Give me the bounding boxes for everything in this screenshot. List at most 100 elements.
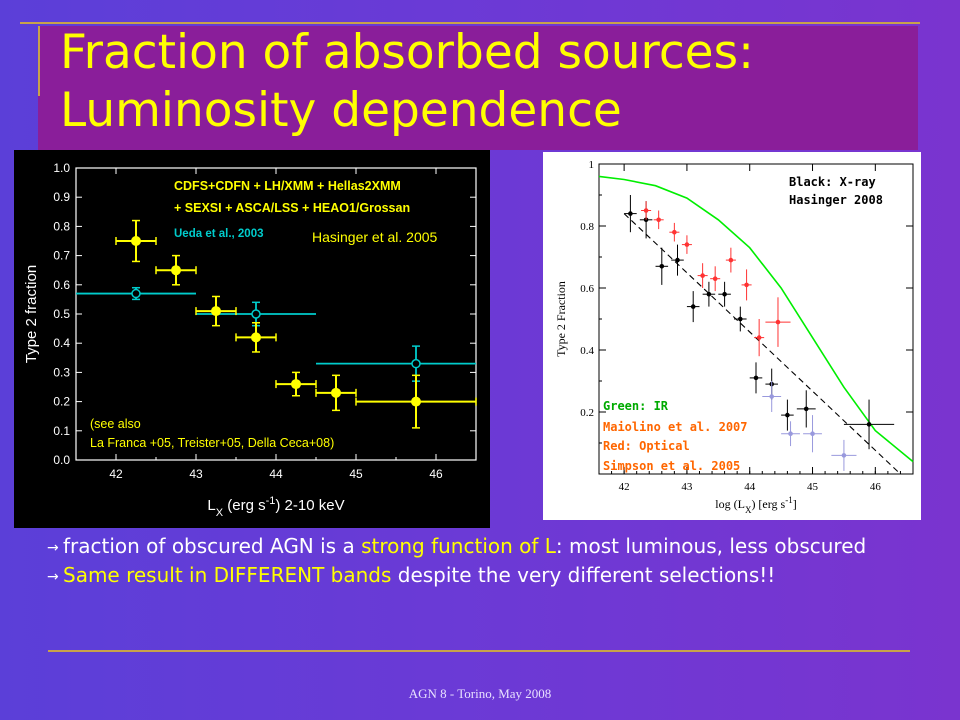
annotation-6: La Franca +05, Treister+05, Della Ceca+0… xyxy=(90,436,334,450)
xray-point xyxy=(785,412,790,418)
annotation-2: + SEXSI + ASCA/LSS + HEAO1/Grossan xyxy=(174,201,410,215)
y-tick-label: 0.1 xyxy=(53,424,70,438)
bullet-1-text-c: : most luminous, less obscured xyxy=(555,534,867,558)
optical-point xyxy=(756,335,762,340)
y-tick-label: 0.4 xyxy=(580,345,594,357)
x-tick-label: 43 xyxy=(681,481,693,493)
annotation-4: Hasinger et al. 2005 xyxy=(312,229,438,245)
xray-point xyxy=(675,257,680,263)
optical-point xyxy=(700,273,705,278)
ir-point xyxy=(769,394,774,399)
bullet-2-highlight: Same result in DIFFERENT bands xyxy=(63,563,392,587)
xray-point xyxy=(690,304,696,309)
bullet-2: → Same result in DIFFERENT bands despite… xyxy=(47,563,935,587)
xray-point xyxy=(753,375,759,381)
ir-curve xyxy=(598,175,914,463)
x-tick-label: 45 xyxy=(807,481,819,493)
annotation-1: CDFS+CDFN + LH/XMM + Hellas2XMM xyxy=(174,179,401,193)
x-tick-label: 46 xyxy=(870,481,882,493)
bullet-1-highlight: strong function of L xyxy=(361,534,556,558)
chart-right: 0.2 0.4 0.6 0.8 1 42 43 44 45 46 log (LX) [erg s-1… xyxy=(543,152,921,520)
y-tick-label: 0.5 xyxy=(53,307,70,321)
bullet-1-text-a: fraction of obscured AGN is a xyxy=(63,534,362,558)
dashed-fit-line xyxy=(623,213,901,475)
ir-point xyxy=(810,431,815,437)
ir-point xyxy=(788,431,793,437)
title-line-2: Luminosity dependence xyxy=(60,83,622,138)
y-axis-label: Type 2 Fraction xyxy=(554,281,568,357)
cyan-point xyxy=(411,358,421,369)
optical-point xyxy=(656,217,661,223)
yellow-point xyxy=(291,379,301,390)
y-tick-label: 0.0 xyxy=(53,453,70,467)
optical-point xyxy=(775,319,781,325)
arrow-icon: → xyxy=(47,540,59,556)
yellow-point xyxy=(131,236,141,246)
annotation-5: Red: Optical xyxy=(603,439,690,453)
optical-point xyxy=(712,276,718,281)
optical-point xyxy=(643,208,649,213)
arrow-icon: → xyxy=(47,569,59,585)
bullet-2-text-b: despite the very different selections!! xyxy=(391,563,776,587)
y-tick-label: 0.2 xyxy=(53,395,70,409)
y-tick-label: 0.6 xyxy=(580,283,594,295)
optical-point xyxy=(728,257,734,263)
y-tick-label: 0.8 xyxy=(580,221,594,233)
annotation-5: (see also xyxy=(90,417,141,431)
y-tick-label: 0.2 xyxy=(580,407,594,419)
xray-point xyxy=(706,291,712,297)
annotation-3: Green: IR xyxy=(603,399,669,413)
y-tick-label: 1 xyxy=(589,159,595,171)
xray-point xyxy=(738,316,743,322)
top-rule xyxy=(20,22,920,24)
bottom-rule xyxy=(48,650,910,652)
yellow-point xyxy=(171,265,181,276)
yellow-point xyxy=(211,306,221,317)
x-tick-label: 42 xyxy=(619,481,630,493)
annotation-1: Black: X-ray xyxy=(789,175,876,189)
chart-left: 0.0 0.1 0.2 0.3 0.4 0.5 0.6 0.7 0.8 0.9 1.0 42 43 44 4… xyxy=(14,150,490,528)
annotation-3: Ueda et al., 2003 xyxy=(174,228,264,240)
title-rule xyxy=(38,26,40,96)
annotation-2: Hasinger 2008 xyxy=(789,193,883,207)
optical-point xyxy=(672,229,677,235)
x-tick-label: 43 xyxy=(189,467,203,481)
optical-point xyxy=(684,242,690,247)
xray-point xyxy=(866,422,872,427)
x-tick-label: 45 xyxy=(349,467,363,481)
xray-point xyxy=(803,406,809,412)
ir-point xyxy=(841,453,847,458)
yellow-point xyxy=(331,387,341,398)
y-tick-label: 0.7 xyxy=(53,249,70,263)
optical-point xyxy=(744,282,749,288)
bullet-1: → fraction of obscured AGN is a strong f… xyxy=(47,534,935,558)
slide-title: Fraction of absorbed sources: Luminosity… xyxy=(60,24,920,140)
annotation-6: Simpson et al. 2005 xyxy=(603,459,740,473)
x-axis-label: LX (erg s-1) 2-10 keV xyxy=(207,495,344,519)
y-axis-label: Type 2 fraction xyxy=(23,265,40,363)
xray-point xyxy=(722,291,727,297)
x-tick-label: 44 xyxy=(744,481,756,493)
annotation-4: Maiolino et al. 2007 xyxy=(603,420,748,434)
y-tick-label: 1.0 xyxy=(53,161,70,175)
yellow-point xyxy=(411,396,421,407)
bullet-list: → fraction of obscured AGN is a strong f… xyxy=(47,534,935,594)
x-tick-label: 44 xyxy=(269,467,283,481)
y-tick-label: 0.3 xyxy=(53,365,70,379)
xray-point xyxy=(628,211,633,216)
y-tick-label: 0.8 xyxy=(53,219,70,233)
chart-background xyxy=(543,152,921,520)
cyan-point xyxy=(131,288,141,299)
x-tick-label: 42 xyxy=(109,467,123,481)
footer-text: AGN 8 - Torino, May 2008 xyxy=(408,686,552,701)
y-tick-label: 0.6 xyxy=(53,278,70,292)
xray-point xyxy=(659,264,665,269)
yellow-point xyxy=(251,332,261,343)
y-tick-label: 0.9 xyxy=(53,190,70,204)
y-tick-label: 0.4 xyxy=(53,336,70,350)
cyan-point xyxy=(251,309,261,319)
title-band xyxy=(38,26,918,150)
x-tick-label: 46 xyxy=(429,467,443,481)
x-axis-label: log (LX) [erg s-1] xyxy=(715,495,796,515)
title-line-1: Fraction of absorbed sources: xyxy=(60,25,754,80)
